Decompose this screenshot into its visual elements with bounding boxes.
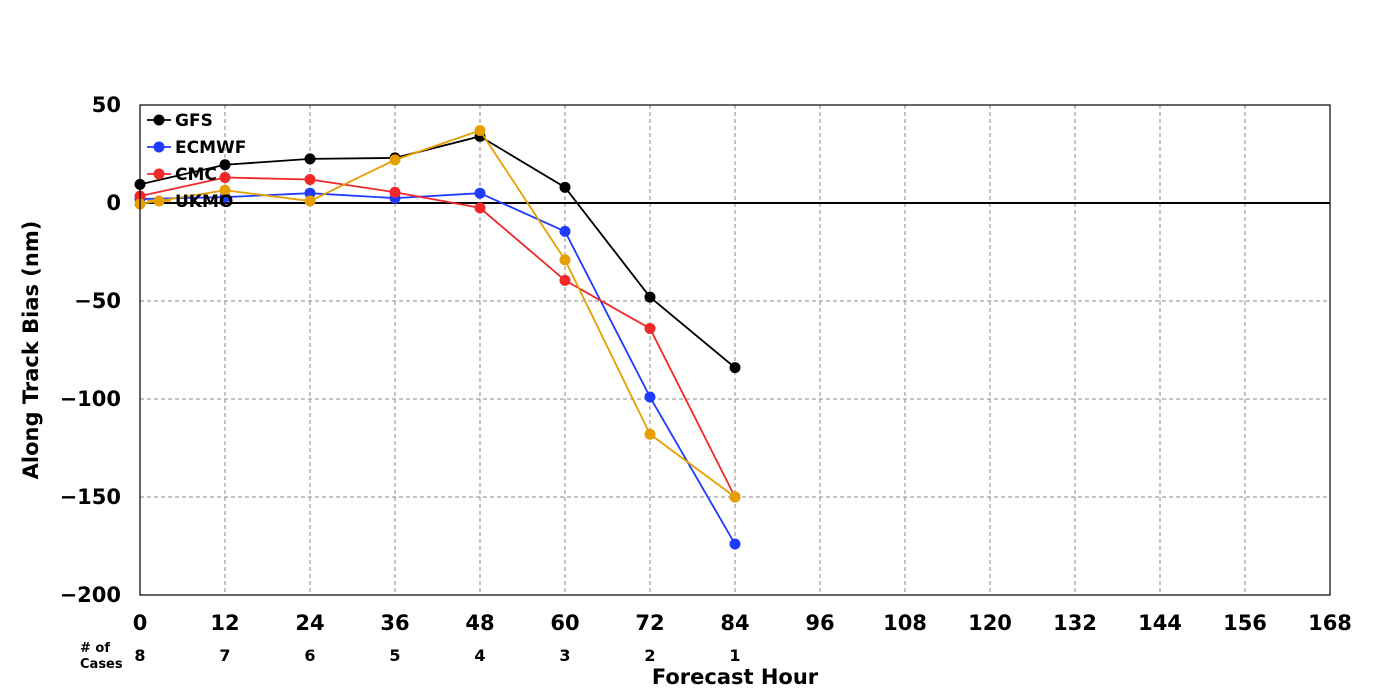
series-line-cmc: [139, 176, 736, 498]
legend-marker-cmc: [153, 168, 165, 180]
y-tick-label: −150: [60, 485, 121, 509]
legend-marker-gfs: [153, 114, 165, 126]
legend-label-ukmo: UKMO: [175, 192, 233, 212]
x-tick-label: 0: [133, 611, 148, 635]
y-tick-label: −50: [74, 289, 121, 313]
data-point-gfs: [644, 291, 656, 303]
legend-marker-ukmo: [153, 195, 165, 207]
data-point-gfs: [729, 362, 741, 374]
case-count: 6: [304, 646, 315, 665]
case-count: 5: [389, 646, 400, 665]
data-point-ecmwf: [729, 538, 741, 550]
data-point-ukmo: [474, 124, 486, 136]
case-count: 2: [644, 646, 655, 665]
y-tick-label: −100: [60, 387, 121, 411]
x-tick-label: 84: [720, 611, 749, 635]
legend-label-cmc: CMC: [175, 165, 217, 185]
series-line-ukmo: [139, 129, 736, 498]
case-count: 1: [729, 646, 740, 665]
data-point-gfs: [219, 159, 231, 171]
series-lines: [134, 124, 741, 550]
x-tick-label: 108: [883, 611, 927, 635]
data-point-cmc: [474, 202, 486, 214]
x-tick-label: 132: [1053, 611, 1097, 635]
x-tick-label: 36: [380, 611, 409, 635]
data-point-ukmo: [304, 195, 316, 207]
case-count: 4: [474, 646, 485, 665]
data-point-cmc: [389, 186, 401, 198]
data-point-ukmo: [729, 491, 741, 503]
data-point-cmc: [304, 173, 316, 185]
data-point-gfs: [559, 181, 571, 193]
x-tick-label: 72: [635, 611, 664, 635]
x-tick-label: 120: [968, 611, 1012, 635]
x-tick-label: 60: [550, 611, 579, 635]
y-tick-labels: 50 0 −50 −100 −150 −200: [60, 93, 121, 607]
x-tick-label: 24: [295, 611, 324, 635]
x-tick-label: 156: [1223, 611, 1267, 635]
series-line-ecmwf: [139, 192, 736, 545]
data-point-ukmo: [644, 428, 656, 440]
legend: GFS ECMWF CMC UKMO: [147, 111, 246, 212]
cases-label: # of Cases: [80, 641, 123, 672]
cases-row: # of Cases 8 7 6 5 4 3 2 1: [80, 641, 741, 672]
plot-frame: [139, 104, 1331, 596]
data-point-ukmo: [219, 184, 231, 196]
grid-lines: [140, 105, 1330, 595]
x-tick-label: 96: [805, 611, 834, 635]
data-point-gfs: [304, 153, 316, 165]
data-point-cmc: [219, 172, 231, 184]
x-tick-label: 168: [1308, 611, 1352, 635]
case-count: 7: [219, 646, 230, 665]
legend-marker-ecmwf: [153, 141, 165, 153]
legend-label-gfs: GFS: [175, 111, 213, 131]
x-tick-label: 144: [1138, 611, 1182, 635]
y-tick-label: 0: [106, 191, 121, 215]
y-axis-label: Along Track Bias (nm): [19, 221, 43, 480]
case-count: 3: [559, 646, 570, 665]
data-point-ecmwf: [474, 187, 486, 199]
data-point-ecmwf: [559, 225, 571, 237]
cases-label-line: Cases: [80, 657, 123, 672]
x-tick-labels: 0 12 24 36 48 60 72 84 96 108 120 132 144 156 168: [133, 611, 1352, 635]
series-line-gfs: [139, 135, 736, 369]
data-point-ukmo: [559, 254, 571, 266]
data-point-ukmo: [389, 154, 401, 166]
y-tick-label: −200: [60, 583, 121, 607]
data-point-ecmwf: [304, 187, 316, 199]
y-tick-label: 50: [92, 93, 121, 117]
x-tick-label: 12: [210, 611, 239, 635]
x-axis-label: Forecast Hour: [652, 665, 819, 689]
cases-label-line: # of: [80, 641, 110, 656]
x-tick-label: 48: [465, 611, 494, 635]
case-count: 8: [134, 646, 145, 665]
legend-label-ecmwf: ECMWF: [175, 138, 246, 158]
data-point-cmc: [559, 274, 571, 286]
data-point-ecmwf: [644, 391, 656, 403]
data-point-cmc: [644, 322, 656, 334]
